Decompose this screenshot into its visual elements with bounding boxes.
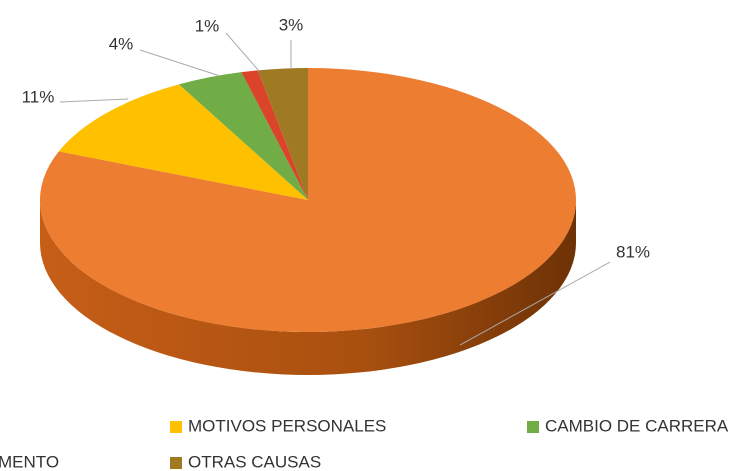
pie-slice bbox=[178, 72, 308, 200]
data-label: 1% bbox=[195, 16, 220, 35]
pie-side bbox=[40, 200, 576, 375]
legend-swatch bbox=[527, 421, 539, 433]
legend-swatch bbox=[170, 457, 182, 469]
legend-label: OTRAS CAUSAS bbox=[188, 452, 321, 471]
data-label: 81% bbox=[616, 242, 650, 261]
legend-label: MOTIVOS PERSONALES bbox=[188, 416, 386, 435]
pie-slice bbox=[241, 70, 308, 201]
data-label: 4% bbox=[109, 34, 134, 53]
pie-slice bbox=[58, 84, 308, 200]
leader-line bbox=[139, 49, 221, 77]
legend-label: CAMBIO DE CARRERA bbox=[545, 416, 729, 435]
legend-label: MENTO bbox=[0, 452, 59, 471]
legend-swatch bbox=[170, 421, 182, 433]
leader-line bbox=[459, 261, 611, 346]
leader-line bbox=[225, 32, 260, 72]
pie-slice bbox=[257, 68, 308, 200]
data-label: 11% bbox=[22, 87, 55, 106]
data-label: 3% bbox=[279, 15, 304, 34]
leader-line bbox=[59, 98, 129, 103]
